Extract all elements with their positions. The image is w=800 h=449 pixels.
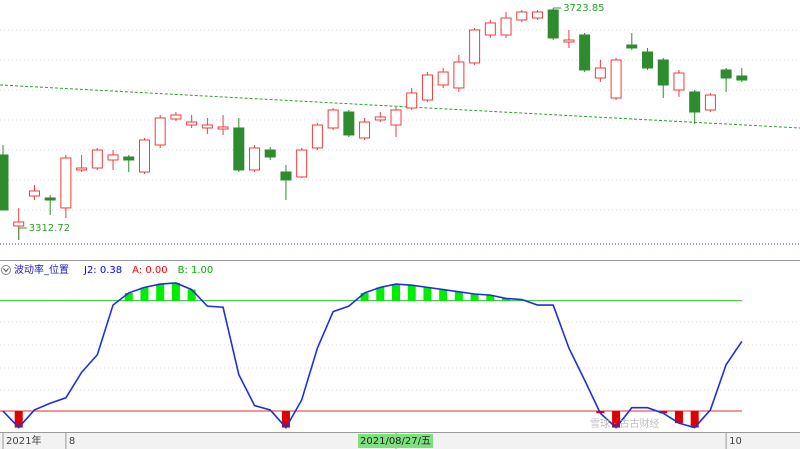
candle-body	[249, 147, 261, 171]
candle-body	[610, 59, 622, 99]
high-bar	[454, 291, 463, 301]
candle-body	[704, 94, 716, 111]
candle-body	[233, 127, 245, 171]
candle-body	[138, 139, 150, 173]
high-bar	[407, 285, 416, 301]
annotation-label: 3723.85	[563, 3, 604, 14]
low-bar	[674, 411, 683, 424]
high-bar	[376, 287, 385, 301]
candle-body	[217, 126, 229, 130]
indicator-readout: B: 1.00	[178, 265, 214, 276]
high-bar	[470, 294, 479, 301]
indicator-title: 波动率_位置	[14, 263, 69, 276]
high-bar	[124, 292, 133, 301]
candle-body	[44, 197, 56, 201]
reference-line	[0, 84, 800, 129]
high-bar	[502, 298, 511, 301]
candle-body	[673, 72, 685, 91]
candle-body	[390, 109, 402, 126]
x-tick-highlight	[358, 434, 434, 448]
candle-body	[437, 71, 449, 86]
candle-body	[484, 22, 496, 36]
candle-body	[626, 44, 638, 49]
high-bar	[171, 282, 180, 301]
candle-body	[453, 61, 465, 89]
candle-body	[154, 117, 166, 146]
x-tick-label: 8	[69, 436, 75, 447]
candle-body	[76, 167, 88, 171]
low-bar	[659, 411, 668, 414]
low-bar	[612, 411, 621, 428]
candle-body	[13, 221, 25, 227]
candle-body	[563, 39, 575, 43]
candle-body	[170, 114, 182, 120]
low-bar	[690, 411, 699, 428]
x-tick-label: 2021年	[6, 434, 41, 447]
candle-body	[579, 34, 591, 71]
high-bar	[486, 295, 495, 301]
candle-body	[327, 109, 339, 129]
candle-body	[359, 121, 371, 139]
candle-body	[28, 190, 40, 197]
candle-body	[531, 11, 543, 19]
candle-body	[547, 9, 559, 39]
candle-body	[657, 59, 669, 86]
candle-body	[91, 149, 103, 169]
collapse-arrow	[3, 268, 9, 273]
candle-body	[280, 171, 292, 181]
candle-body	[311, 124, 323, 149]
candle-body	[296, 149, 308, 178]
indicator-readout: J2: 0.38	[83, 265, 122, 276]
candle-body	[264, 149, 276, 158]
candle-body	[421, 74, 433, 101]
high-bar	[140, 287, 149, 301]
indicator-line	[2, 282, 743, 429]
candle-body	[201, 124, 213, 129]
high-bar	[187, 289, 196, 301]
x-tick-label: 10	[729, 436, 742, 447]
high-bar	[156, 284, 165, 301]
high-bar	[439, 289, 448, 301]
high-bar	[423, 287, 432, 301]
candle-body	[469, 29, 481, 64]
annotation-label: 3312.72	[29, 223, 70, 234]
candle-body	[720, 69, 732, 79]
candle-body	[60, 157, 72, 209]
candle-body	[689, 91, 701, 113]
candle-body	[374, 116, 386, 121]
candle-body	[343, 111, 355, 136]
candle-body	[0, 154, 9, 211]
candle-body	[406, 92, 418, 109]
candle-body	[594, 67, 606, 79]
low-bar	[281, 411, 290, 428]
candle-body	[736, 75, 748, 81]
candle-body	[642, 51, 654, 69]
candle-body	[123, 156, 135, 161]
x-tick-label: 2021/08/27/五	[360, 436, 431, 447]
collapse-icon[interactable]	[1, 265, 11, 275]
high-bar	[360, 292, 369, 301]
indicator-readout: A: 0.00	[132, 265, 167, 276]
candle-body	[186, 121, 198, 126]
candle-body	[516, 11, 528, 21]
high-bar	[392, 284, 400, 301]
annotation-leader	[18, 227, 27, 240]
candle-body	[107, 154, 119, 161]
low-bar	[14, 411, 23, 428]
watermark: 雪球 · 古古财经	[590, 417, 660, 430]
candle-body	[500, 17, 512, 36]
